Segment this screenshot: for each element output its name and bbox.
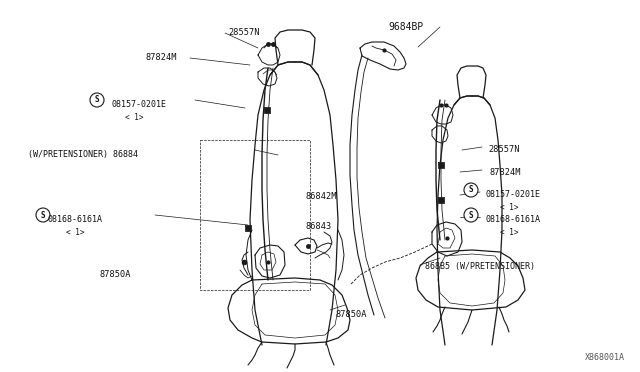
Circle shape	[464, 208, 478, 222]
Text: 87824M: 87824M	[490, 168, 522, 177]
Text: S: S	[41, 211, 45, 219]
Text: 9684BP: 9684BP	[388, 22, 423, 32]
Text: 08168-6161A: 08168-6161A	[486, 215, 541, 224]
Text: 86843: 86843	[305, 222, 332, 231]
Text: < 1>: < 1>	[500, 203, 518, 212]
Text: 28557N: 28557N	[488, 145, 520, 154]
Text: S: S	[468, 211, 474, 219]
Text: < 1>: < 1>	[500, 228, 518, 237]
Text: 86842M: 86842M	[305, 192, 337, 201]
Text: 08157-0201E: 08157-0201E	[112, 100, 167, 109]
Text: < 1>: < 1>	[66, 228, 84, 237]
Text: S: S	[95, 96, 99, 105]
Text: < 1>: < 1>	[125, 113, 143, 122]
Text: X868001A: X868001A	[585, 353, 625, 362]
Text: 08168-6161A: 08168-6161A	[47, 215, 102, 224]
Text: 28557N: 28557N	[228, 28, 259, 37]
Text: 868B5 (W/PRETENSIONER): 868B5 (W/PRETENSIONER)	[425, 262, 535, 271]
Text: (W/PRETENSIONER) 86884: (W/PRETENSIONER) 86884	[28, 150, 138, 159]
Circle shape	[90, 93, 104, 107]
Text: 87850A: 87850A	[335, 310, 367, 319]
Text: 87824M: 87824M	[145, 53, 177, 62]
Circle shape	[36, 208, 50, 222]
Text: 87850A: 87850A	[100, 270, 131, 279]
Circle shape	[464, 183, 478, 197]
Text: S: S	[468, 186, 474, 195]
Text: 08157-0201E: 08157-0201E	[486, 190, 541, 199]
